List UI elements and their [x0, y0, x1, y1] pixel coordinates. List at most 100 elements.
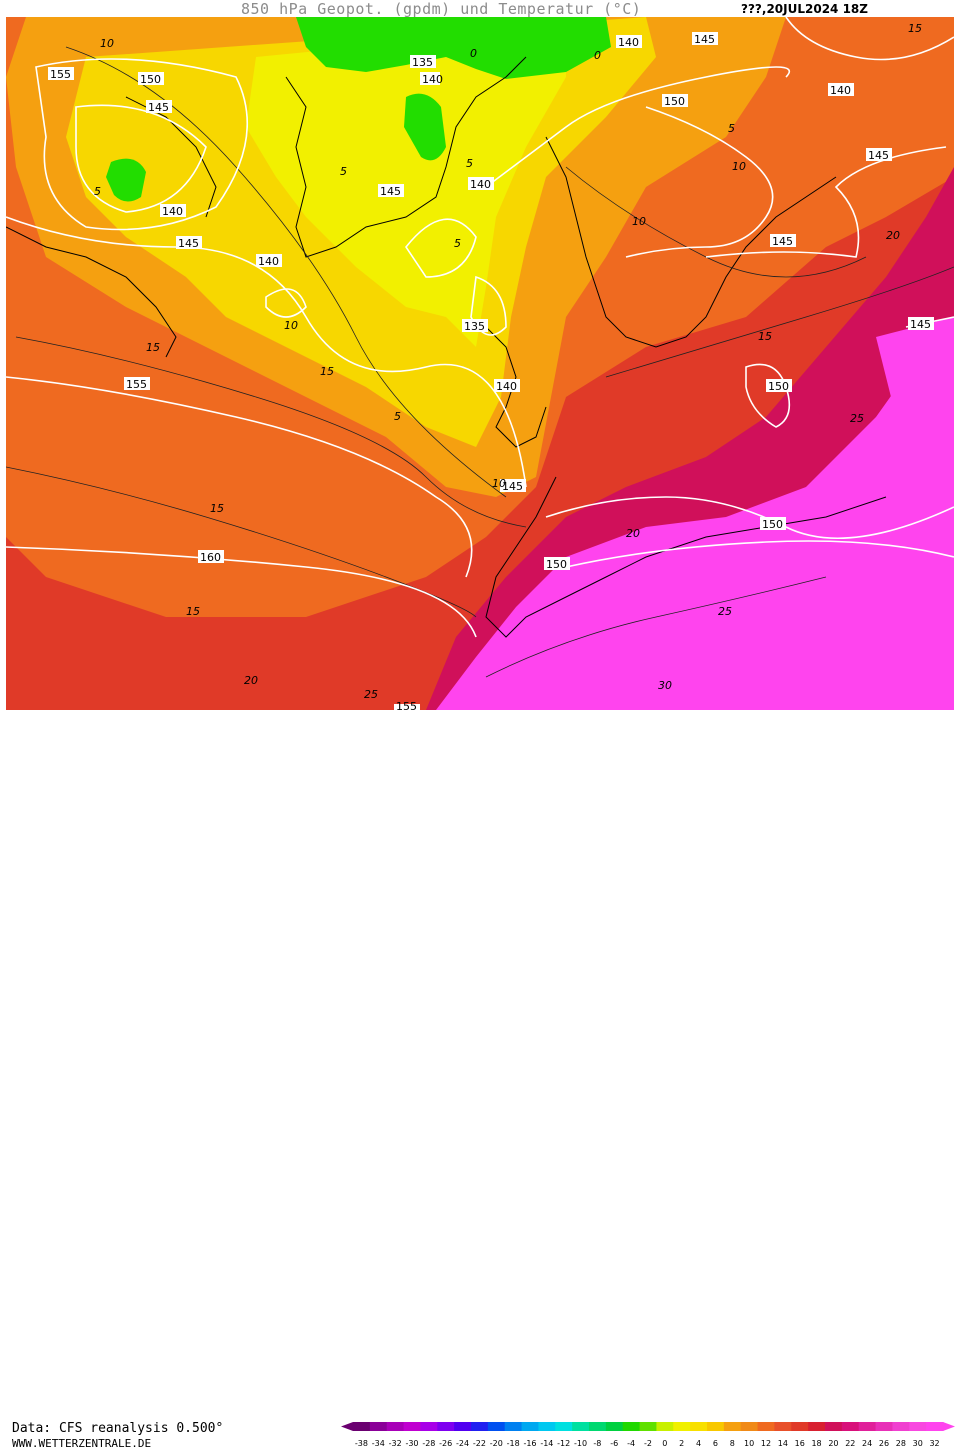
scale-tick-label: 6: [713, 1439, 718, 1448]
geopotential-label: 145: [866, 148, 892, 162]
isotherm-label: 0: [594, 49, 601, 62]
isotherm-label: 15: [146, 341, 160, 354]
geopotential-label-text: 140: [470, 178, 491, 191]
temp-field-freezing-west: [106, 158, 146, 202]
isotherm-label: 5: [466, 157, 473, 170]
geopotential-label-text: 160: [200, 551, 221, 564]
scale-tick-label: 4: [696, 1439, 701, 1448]
isotherm-label: 25: [718, 605, 732, 618]
scale-tick-label: 26: [879, 1439, 889, 1448]
geopotential-label-text: 145: [694, 33, 715, 46]
geopotential-label-text: 150: [762, 518, 783, 531]
footer-bar: Data: CFS reanalysis 0.500° WWW.WETTERZE…: [0, 710, 959, 1450]
scale-tick-label: 30: [913, 1439, 923, 1448]
data-source-label: Data: CFS reanalysis 0.500°: [12, 1421, 224, 1436]
temp-field-freezing-greenland: [296, 17, 611, 79]
map-canvas: 160 155 155 155 150 150 150 150 150 145 …: [6, 17, 954, 710]
geopotential-label-group: 160 155 155 155 150 150 150 150 150 145 …: [48, 32, 934, 710]
scale-swatch: [353, 1422, 371, 1431]
geopotential-label-text: 145: [868, 149, 889, 162]
scale-swatch: [521, 1422, 539, 1431]
scale-swatch: [707, 1422, 725, 1431]
isotherm-label: 5: [394, 410, 401, 423]
geopotential-label-text: 155: [396, 700, 417, 710]
scale-tick-label: 32: [929, 1439, 939, 1448]
geopotential-label-text: 150: [546, 558, 567, 571]
weather-map[interactable]: 160 155 155 155 150 150 150 150 150 145 …: [6, 17, 954, 710]
temp-field-very-hot: [436, 337, 954, 710]
geopotential-label: 155: [124, 377, 150, 391]
geopotential-label-text: 155: [50, 68, 71, 81]
scale-swatch: [622, 1422, 641, 1431]
geopotential-label: 150: [766, 379, 792, 393]
geopotential-label-text: 135: [464, 320, 485, 333]
scale-tick-label: 14: [778, 1439, 788, 1448]
geopotential-label: 140: [616, 35, 642, 49]
scale-tick-label: 12: [761, 1439, 771, 1448]
geopotential-label-text: 145: [148, 101, 169, 114]
scale-swatch: [723, 1422, 742, 1431]
isotherm-label: 0: [470, 47, 477, 60]
scale-swatch: [369, 1422, 388, 1431]
color-scale-svg: -38 -34 -32 -30 -28 -26 -24 -22 -20 -18 -16 -14 -12-…: [341, 1422, 955, 1448]
scale-tick-label: -4: [627, 1439, 635, 1448]
color-scale-legend: -38 -34 -32 -30 -28 -26 -24 -22 -20 -18 -16 -14 -12-…: [337, 1422, 957, 1450]
scale-tick-label: -10: [574, 1439, 587, 1448]
scale-swatch: [605, 1422, 624, 1431]
isotherm-label: 15: [320, 365, 334, 378]
scale-tick-label: -26: [439, 1439, 452, 1448]
scale-swatch: [420, 1422, 438, 1431]
geopotential-label-text: 140: [496, 380, 517, 393]
run-time-label: ???,20JUL2024 18Z: [741, 2, 868, 16]
geopotential-label-text: 145: [772, 235, 793, 248]
geopotential-label-text: 135: [412, 56, 433, 69]
isotherm-label: 15: [908, 22, 922, 35]
geopotential-label-text: 140: [618, 36, 639, 49]
isotherm-label-group: 10 10 10 10 10 15 15 15 15 15 15 20 20 2…: [94, 22, 922, 701]
scale-tick-label: -20: [490, 1439, 503, 1448]
scale-tick-label: -12: [557, 1439, 570, 1448]
geopotential-label-text: 140: [162, 205, 183, 218]
scale-tick-label: 22: [845, 1439, 855, 1448]
geopotential-label: 145: [146, 100, 172, 114]
scale-tick-label: -6: [610, 1439, 618, 1448]
scale-tick-label: -22: [473, 1439, 486, 1448]
geopotential-label: 145: [500, 479, 526, 493]
geopotential-label: 160: [198, 550, 224, 564]
scale-swatch: [454, 1422, 472, 1431]
scale-swatch: [909, 1422, 927, 1431]
geopotential-label: 140: [494, 379, 520, 393]
scale-swatch: [538, 1422, 556, 1431]
geopotential-label-text: 140: [258, 255, 279, 268]
temp-field-colder: [246, 27, 566, 347]
scale-swatch: [386, 1422, 405, 1431]
scale-swatch: [926, 1422, 944, 1431]
chart-title: 850 hPa Geopot. (gpdm) und Temperatur (°…: [241, 0, 642, 18]
geopotential-label: 150: [544, 557, 570, 571]
scale-tick-label: 0: [662, 1439, 667, 1448]
isotherm-label: 10: [492, 477, 506, 490]
isotherm-label: 15: [758, 330, 772, 343]
scale-tick-label: -38: [355, 1439, 368, 1448]
geopotential-label: 140: [160, 204, 186, 218]
isotherm-label: 15: [210, 502, 224, 515]
geopotential-label: 150: [662, 94, 688, 108]
website-label: WWW.WETTERZENTRALE.DE: [12, 1437, 152, 1450]
scale-tick-label: 18: [811, 1439, 821, 1448]
scale-swatch: [774, 1422, 792, 1431]
isotherm-label: 20: [244, 674, 258, 687]
scale-tick-label: 8: [730, 1439, 735, 1448]
geopotential-label: 145: [908, 317, 934, 331]
isotherm-label: 25: [364, 688, 378, 701]
geopotential-label-text: 140: [830, 84, 851, 97]
scale-swatch: [471, 1422, 489, 1431]
scale-tick-label: 10: [744, 1439, 754, 1448]
scale-tick-label: -30: [405, 1439, 418, 1448]
geopotential-label-text: 145: [380, 185, 401, 198]
scale-swatch: [487, 1422, 506, 1431]
scale-swatch: [791, 1422, 809, 1431]
geopotential-label: 155: [394, 700, 420, 710]
scale-tick-label: -18: [507, 1439, 520, 1448]
geopotential-label: 145: [176, 236, 202, 250]
isotherm-label: 5: [454, 237, 461, 250]
